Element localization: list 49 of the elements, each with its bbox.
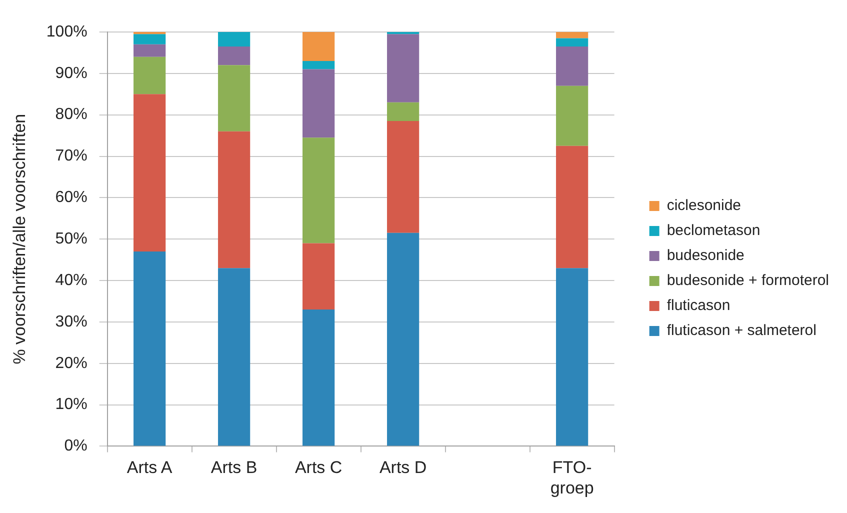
bar <box>387 232 420 446</box>
bar <box>302 60 335 70</box>
bar <box>134 252 166 446</box>
bar <box>556 146 588 268</box>
legend-label: budesonide <box>666 247 744 264</box>
bar <box>218 268 250 446</box>
y-tick-label: 30% <box>55 313 88 330</box>
legend-label: budesonide + formoterol <box>666 272 829 290</box>
bar <box>556 32 588 38</box>
y-tick-label: 10% <box>55 396 88 414</box>
x-tick-label: Arts A <box>126 458 173 478</box>
y-tick-label: 100% <box>46 23 88 40</box>
bar <box>134 34 166 44</box>
legend-label: ciclesonide <box>666 197 742 214</box>
legend-label: beclometason <box>666 222 760 240</box>
bar <box>218 46 250 66</box>
bar <box>556 86 588 146</box>
bar <box>556 46 588 86</box>
x-tick-label: Arts D <box>379 458 427 478</box>
x-tick-label: Arts B <box>210 458 258 478</box>
bar <box>387 34 420 102</box>
bar <box>556 268 588 446</box>
bar <box>218 131 250 268</box>
bar <box>302 138 335 244</box>
bar <box>218 65 250 132</box>
legend-label: fluticason <box>666 297 730 314</box>
legend-label: fluticason + salmeterol <box>666 322 816 340</box>
x-tick-label: Arts C <box>294 458 342 478</box>
y-tick-label: 50% <box>55 230 88 248</box>
x-tick-label: FTO-groep <box>550 458 594 498</box>
y-tick-label: 70% <box>55 148 88 165</box>
bar <box>302 243 335 310</box>
bar <box>387 121 420 233</box>
bar <box>387 102 420 122</box>
bar <box>302 32 335 61</box>
bar <box>302 310 335 446</box>
y-tick-label: 0% <box>64 438 88 455</box>
y-tick-label: 40% <box>55 272 88 289</box>
bar <box>134 56 166 94</box>
y-axis-title: % voorschriften/alle voorschriften <box>10 114 29 364</box>
y-tick-label: 20% <box>55 354 88 372</box>
y-tick-label: 60% <box>55 189 88 206</box>
y-tick-label: 90% <box>55 64 88 82</box>
bar <box>556 38 588 46</box>
bar <box>302 69 335 138</box>
bar <box>134 94 166 252</box>
y-tick-label: 80% <box>55 106 88 124</box>
bar <box>134 44 166 57</box>
bar <box>218 32 250 46</box>
